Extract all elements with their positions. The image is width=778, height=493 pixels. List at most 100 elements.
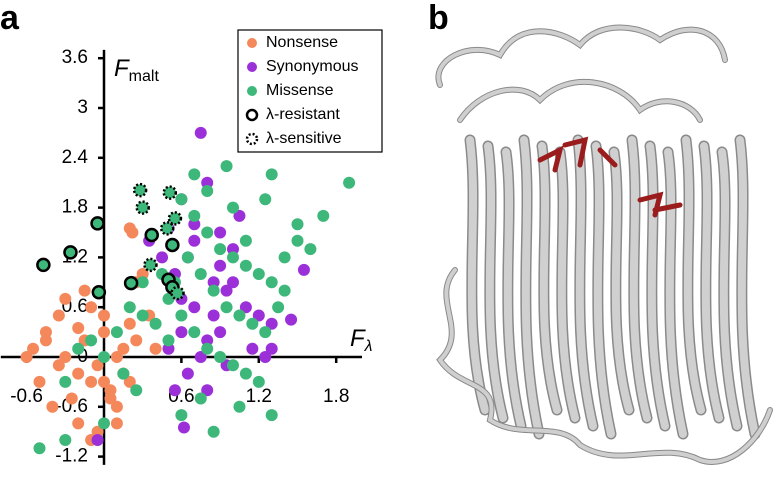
point xyxy=(143,257,158,273)
point xyxy=(239,234,252,247)
point xyxy=(159,221,175,236)
y-tick-label: -1.2 xyxy=(55,446,88,467)
axis-label-sub: malt xyxy=(129,68,160,85)
point xyxy=(252,375,265,388)
point xyxy=(227,276,239,289)
point xyxy=(181,367,194,380)
point xyxy=(233,209,246,222)
point xyxy=(201,185,214,197)
point xyxy=(239,367,252,380)
point xyxy=(246,317,259,330)
point xyxy=(188,209,201,222)
point xyxy=(265,317,278,330)
beta-strand xyxy=(538,142,561,414)
point xyxy=(98,351,110,363)
legend-box xyxy=(237,29,383,153)
point xyxy=(175,409,188,422)
x-tick-label: 1.8 xyxy=(323,386,349,407)
beta-strand xyxy=(484,142,507,422)
legend-marker xyxy=(245,132,259,146)
point xyxy=(78,284,91,297)
point xyxy=(117,367,130,380)
panel-label: b xyxy=(428,0,449,37)
point xyxy=(149,342,162,355)
point xyxy=(91,285,107,300)
point xyxy=(194,126,207,139)
point xyxy=(59,351,72,363)
point xyxy=(27,342,40,355)
point xyxy=(252,268,265,280)
point xyxy=(188,218,201,231)
point xyxy=(72,417,85,430)
point xyxy=(220,160,233,173)
point xyxy=(201,384,214,397)
point xyxy=(91,425,104,438)
point xyxy=(98,417,110,430)
point xyxy=(194,351,207,363)
point xyxy=(167,211,183,226)
point xyxy=(165,237,180,253)
point xyxy=(98,309,110,322)
legend-marker xyxy=(245,108,259,122)
point xyxy=(33,375,46,388)
point xyxy=(265,409,278,422)
point xyxy=(33,442,46,455)
point xyxy=(136,268,149,280)
point xyxy=(59,292,72,305)
beta-strand xyxy=(556,148,579,422)
beta-strand xyxy=(736,136,759,438)
point xyxy=(110,417,123,430)
point xyxy=(233,400,246,413)
point xyxy=(175,326,188,339)
point xyxy=(104,384,117,397)
point xyxy=(63,245,78,260)
point xyxy=(175,193,188,206)
point xyxy=(130,384,143,397)
x-tick-label: -0.6 xyxy=(10,386,43,407)
point xyxy=(207,284,220,297)
point xyxy=(20,351,33,363)
point xyxy=(297,263,310,276)
point xyxy=(272,301,285,314)
point xyxy=(227,251,239,264)
point xyxy=(304,243,317,256)
legend-marker xyxy=(247,38,257,48)
beta-strand xyxy=(502,148,525,430)
point xyxy=(126,226,139,239)
point xyxy=(104,392,117,405)
point xyxy=(85,334,98,347)
point xyxy=(265,276,278,289)
y-tick-label: -0.6 xyxy=(55,396,88,417)
legend-marker xyxy=(247,62,257,72)
legend-label: Synonymous xyxy=(266,58,359,75)
y-tick-label: 1.8 xyxy=(62,197,88,218)
x-tick-label: 1.2 xyxy=(246,386,272,407)
beta-strand xyxy=(628,136,651,422)
y-tick-label: 3.6 xyxy=(62,47,88,68)
point xyxy=(227,201,239,214)
point xyxy=(246,342,259,355)
point xyxy=(291,218,304,231)
point xyxy=(123,275,139,291)
point xyxy=(259,351,272,363)
point xyxy=(291,234,304,247)
point xyxy=(85,375,98,388)
point xyxy=(110,326,123,339)
point xyxy=(36,257,51,273)
point xyxy=(194,268,207,280)
point xyxy=(188,301,201,314)
y-tick-label: 2.4 xyxy=(62,147,89,168)
axis-label-main: F xyxy=(114,55,130,82)
point xyxy=(233,309,246,322)
point xyxy=(110,400,123,413)
point xyxy=(239,259,252,272)
beta-strand xyxy=(646,142,669,430)
point xyxy=(59,434,72,446)
point xyxy=(214,326,227,339)
point xyxy=(149,317,162,330)
beta-strand xyxy=(592,142,615,438)
point xyxy=(170,285,185,301)
point xyxy=(177,421,190,434)
point xyxy=(285,313,298,326)
